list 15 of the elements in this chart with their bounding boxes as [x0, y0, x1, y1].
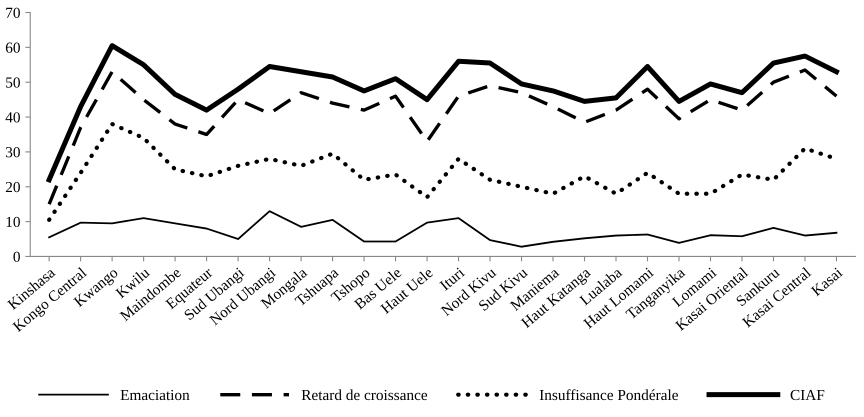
x-tick-label: Ituri	[439, 266, 466, 291]
legend-label: Emaciation	[120, 390, 190, 400]
y-tick-label: 40	[6, 112, 20, 123]
y-tick-label: 30	[6, 147, 20, 158]
legend-label: Retard de croissance	[302, 389, 428, 400]
line-series	[48, 210, 838, 248]
legend-label: CIAF	[790, 390, 824, 400]
y-tick-label: 0	[13, 252, 20, 262]
y-tick-label: 10	[6, 216, 20, 228]
line-series	[47, 68, 838, 206]
y-tick-label: 60	[6, 42, 20, 53]
legend-label: Insuffisance Pondérale	[540, 389, 678, 400]
y-tick-label: 20	[6, 182, 20, 192]
y-tick-label: 50	[6, 77, 20, 88]
y-tick-label: 70	[6, 8, 20, 18]
